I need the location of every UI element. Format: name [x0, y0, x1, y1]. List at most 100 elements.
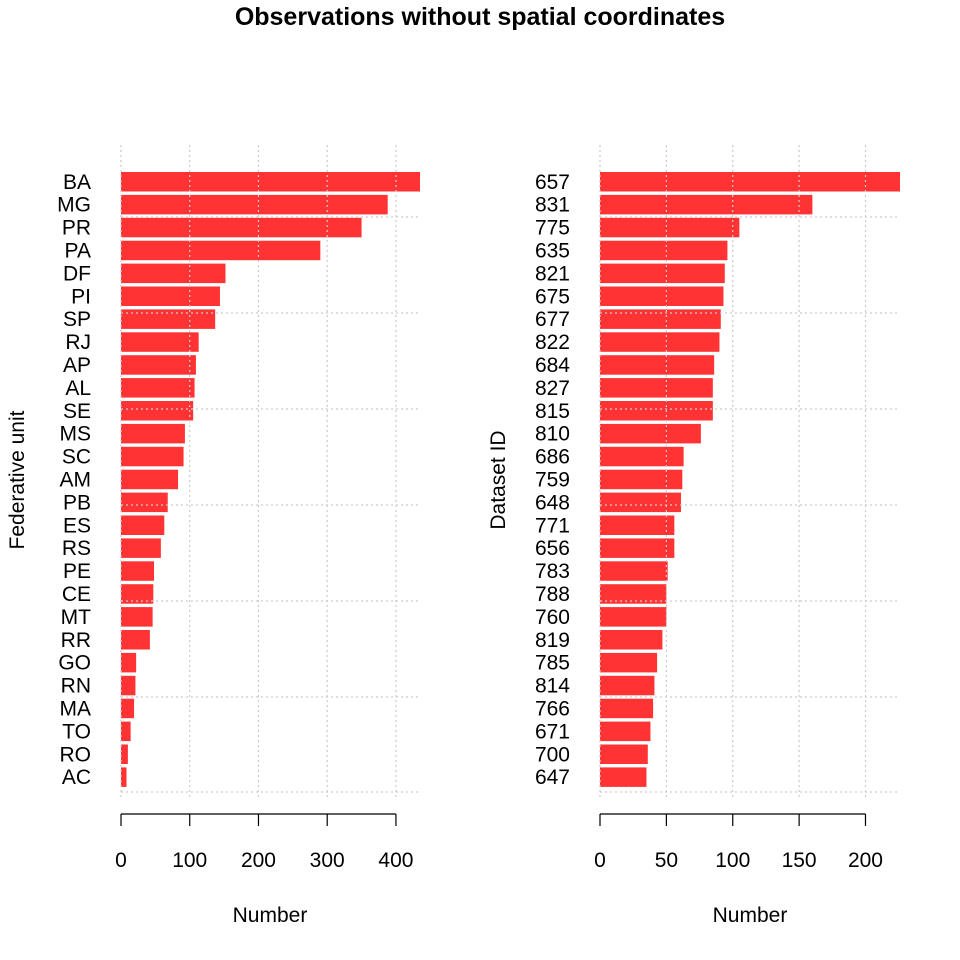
bar-831 [600, 194, 813, 215]
bar-766 [600, 698, 654, 719]
x-axis-label: Number [233, 904, 308, 927]
category-label: PI [71, 285, 91, 308]
bar-671 [600, 721, 651, 742]
x-tick-label: 0 [115, 849, 127, 872]
bar-686 [600, 446, 684, 467]
x-tick-label: 200 [241, 849, 276, 872]
bar-PR [121, 217, 362, 238]
category-label: 700 [535, 743, 570, 766]
bar-821 [600, 263, 725, 284]
bar-760 [600, 607, 667, 627]
category-label: AL [65, 377, 91, 400]
bar-PE [121, 561, 154, 581]
bar-677 [600, 309, 721, 329]
bar-810 [600, 423, 701, 444]
bar-GO [121, 652, 137, 673]
bar-RS [121, 538, 161, 558]
category-label: 759 [535, 468, 570, 491]
category-label: RN [61, 675, 91, 698]
bar-648 [600, 492, 681, 513]
category-label: 814 [535, 675, 570, 698]
category-label: GO [58, 652, 91, 675]
bar-656 [600, 538, 675, 558]
bar-MT [121, 607, 153, 627]
bar-675 [600, 286, 724, 306]
bar-785 [600, 652, 658, 673]
category-label: PR [62, 217, 91, 240]
category-label: 657 [535, 171, 570, 194]
bar-RJ [121, 332, 199, 352]
category-label: 760 [535, 606, 570, 629]
bar-684 [600, 355, 715, 375]
x-tick-label: 200 [848, 849, 883, 872]
bar-RR [121, 630, 150, 650]
bar-PA [121, 240, 321, 261]
category-label: 684 [535, 354, 570, 377]
category-label: 766 [535, 697, 570, 720]
category-label: TO [62, 720, 91, 743]
category-label: 815 [535, 400, 570, 423]
bar-788 [600, 584, 667, 604]
bar-AP [121, 355, 196, 375]
bar-AL [121, 378, 195, 398]
bar-647 [600, 767, 647, 787]
bar-814 [600, 675, 655, 696]
category-label: 677 [535, 308, 570, 331]
category-label: 686 [535, 446, 570, 469]
category-label: AM [60, 468, 92, 491]
bar-819 [600, 630, 663, 650]
category-label: 810 [535, 423, 570, 446]
category-label: SE [63, 400, 91, 423]
bar-SC [121, 446, 184, 467]
category-label: 775 [535, 217, 570, 240]
bar-BA [121, 172, 420, 192]
bar-PB [121, 492, 168, 513]
category-label: 785 [535, 652, 570, 675]
category-label: ES [63, 514, 91, 537]
category-label: PB [63, 491, 91, 514]
category-label: 788 [535, 583, 570, 606]
category-label: DF [63, 262, 91, 285]
category-label: 821 [535, 262, 570, 285]
bar-ES [121, 515, 165, 535]
category-label: SP [63, 308, 91, 331]
bar-635 [600, 240, 728, 261]
category-label: AC [62, 766, 91, 789]
x-tick-label: 50 [655, 849, 678, 872]
category-label: PA [65, 239, 91, 262]
category-label: 771 [535, 514, 570, 537]
category-label: 819 [535, 629, 570, 652]
category-label: MS [60, 423, 92, 446]
bar-AC [121, 767, 127, 787]
bar-822 [600, 332, 720, 352]
category-label: RR [61, 629, 91, 652]
category-label: MA [60, 697, 92, 720]
bar-MA [121, 698, 135, 719]
category-label: 671 [535, 720, 570, 743]
category-label: 675 [535, 285, 570, 308]
bar-AM [121, 469, 179, 490]
bar-700 [600, 744, 648, 764]
x-tick-label: 0 [594, 849, 606, 872]
category-label: 635 [535, 239, 570, 262]
category-label: 831 [535, 194, 570, 217]
bar-DF [121, 263, 226, 284]
category-label: RJ [65, 331, 91, 354]
bar-SE [121, 401, 194, 421]
bar-MS [121, 423, 185, 444]
category-label: 827 [535, 377, 570, 400]
category-label: BA [63, 171, 91, 194]
category-label: AP [63, 354, 91, 377]
category-label: SC [62, 446, 91, 469]
bar-TO [121, 721, 131, 742]
bar-PI [121, 286, 220, 306]
category-label: RS [62, 537, 91, 560]
category-label: RO [60, 743, 92, 766]
x-tick-label: 300 [310, 849, 345, 872]
x-tick-label: 400 [378, 849, 413, 872]
bar-RO [121, 744, 128, 764]
page-title: Observations without spatial coordinates [234, 3, 726, 31]
x-tick-label: 100 [172, 849, 207, 872]
category-label: MT [61, 606, 91, 629]
